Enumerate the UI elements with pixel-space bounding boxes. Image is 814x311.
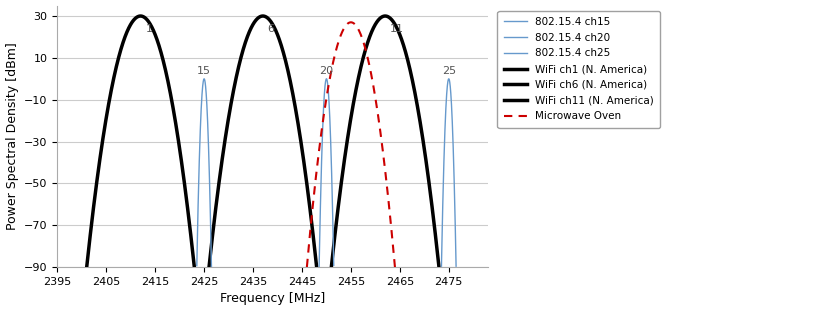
Text: 15: 15 (197, 66, 211, 76)
Text: 6: 6 (268, 24, 275, 35)
X-axis label: Frequency [MHz]: Frequency [MHz] (220, 292, 326, 305)
Text: 25: 25 (442, 66, 456, 76)
Text: 1: 1 (146, 24, 152, 35)
Text: 11: 11 (390, 24, 404, 35)
Legend: 802.15.4 ch15, 802.15.4 ch20, 802.15.4 ch25, WiFi ch1 (N. America), WiFi ch6 (N.: 802.15.4 ch15, 802.15.4 ch20, 802.15.4 c… (497, 11, 660, 128)
Text: 20: 20 (319, 66, 334, 76)
Y-axis label: Power Spectral Density [dBm]: Power Spectral Density [dBm] (6, 43, 19, 230)
